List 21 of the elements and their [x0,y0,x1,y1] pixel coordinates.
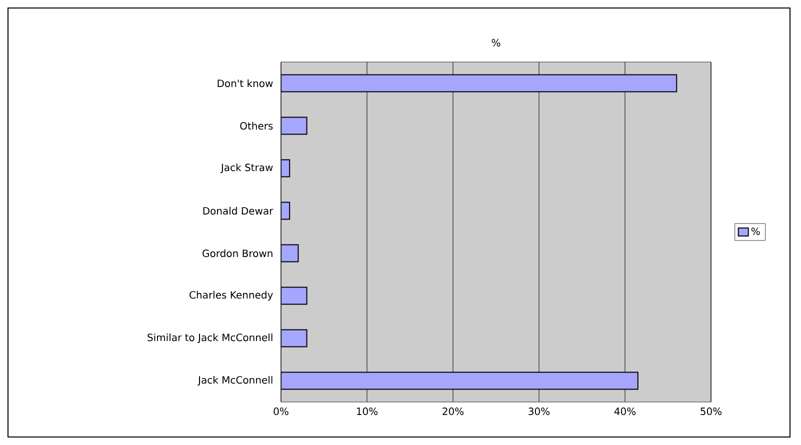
bar [281,116,308,135]
legend-label: % [751,228,760,236]
y-tick-label: Others [240,122,273,130]
x-tick-label: 50% [700,408,722,416]
chart-title: % [492,38,500,46]
y-tick-label: Gordon Brown [202,249,272,258]
bar [281,372,638,390]
y-tick-label: Donald Dewar [203,206,274,215]
bar [281,329,308,348]
x-tick-label: 0% [274,408,288,416]
y-tick-label: Similar to Jack McConnell [148,333,272,344]
x-tick-label: 20% [442,408,464,416]
x-tick-label: 40% [614,408,636,416]
y-tick-label: Don't know [218,79,273,88]
y-tick-label: Jack McConnell [198,376,272,386]
x-tick-label: 10% [356,408,378,416]
bar [281,286,308,305]
y-tick-label: Jack Straw [220,163,273,174]
y-tick-label: Charles Kennedy [190,290,273,301]
bar [281,74,678,92]
x-tick-label: 30% [528,408,550,416]
